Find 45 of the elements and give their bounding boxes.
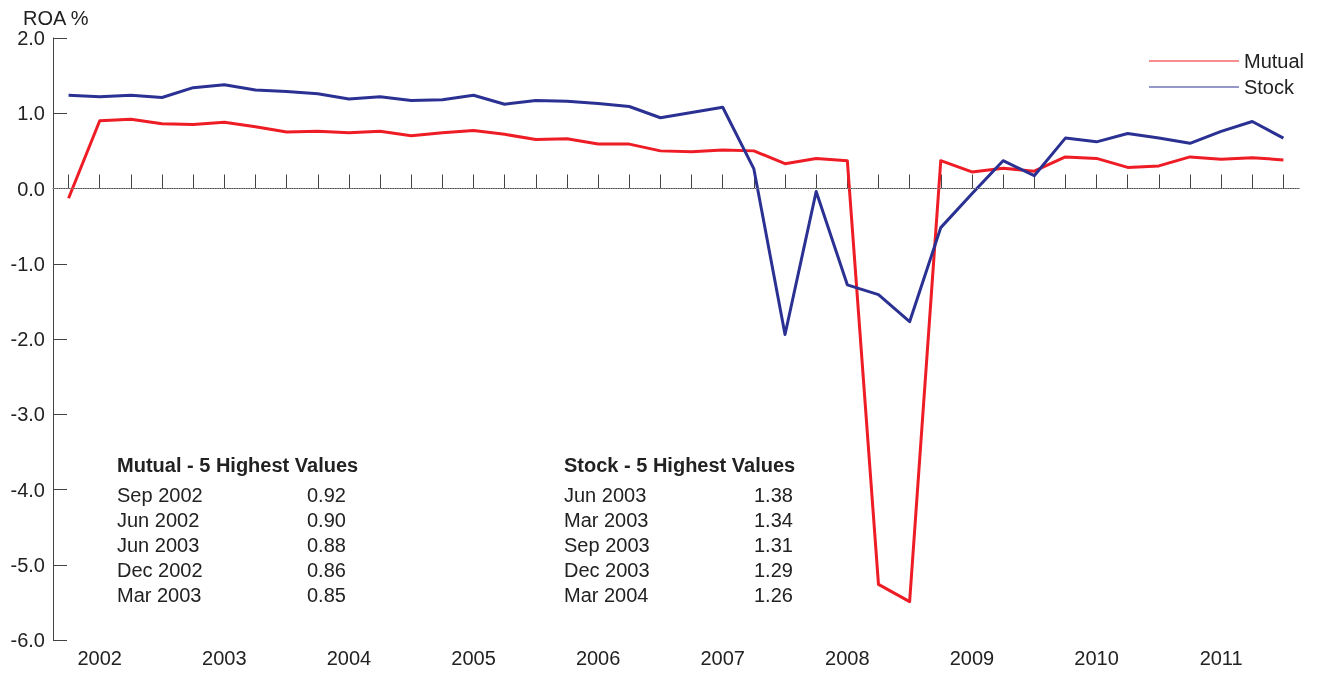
annotation: 1.38 xyxy=(754,484,793,506)
annotation: 1.31 xyxy=(754,534,793,556)
annotation: Mar 2004 xyxy=(564,584,649,606)
y-tick-label: 1.0 xyxy=(17,102,45,125)
y-tick-label: -5.0 xyxy=(10,553,45,576)
x-tick-label: 2007 xyxy=(700,647,745,669)
annotation: 0.85 xyxy=(307,584,346,606)
annotation: 1.29 xyxy=(754,559,793,581)
annotation: Mutual - 5 Highest Values xyxy=(117,454,359,476)
x-tick-label: 2004 xyxy=(326,647,372,669)
annotation: Dec 2002 xyxy=(117,559,203,581)
line-series xyxy=(67,117,1285,604)
legend-label: Mutual xyxy=(1243,50,1304,72)
annotation: 0.90 xyxy=(307,509,346,531)
x-tick-label: 2010 xyxy=(1074,647,1119,669)
annotation: Jun 2003 xyxy=(117,534,200,556)
y-tick-label: -4.0 xyxy=(10,478,45,501)
y-tick-label: -1.0 xyxy=(10,252,45,275)
legend-label: Stock xyxy=(1243,76,1295,98)
x-tick-label: 2006 xyxy=(575,647,621,669)
annotation: Stock - 5 Highest Values xyxy=(564,454,796,476)
x-tick-label: 2008 xyxy=(825,647,870,669)
x-tick-label: 2002 xyxy=(77,647,122,669)
annotation: Dec 2003 xyxy=(564,559,650,581)
y-tick-label: -6.0 xyxy=(10,629,45,651)
annotation: Jun 2003 xyxy=(564,484,647,506)
annotation: 0.92 xyxy=(307,484,346,506)
annotation: 1.34 xyxy=(754,509,793,531)
annotation: Sep 2003 xyxy=(564,534,650,556)
y-tick-label: -3.0 xyxy=(10,403,45,426)
x-tick-label: 2011 xyxy=(1199,647,1243,669)
y-tick-label: -2.0 xyxy=(10,328,45,350)
x-tick-label: 2009 xyxy=(949,647,995,669)
x-tick-label: 2003 xyxy=(202,647,247,669)
annotation: Sep 2002 xyxy=(117,484,203,506)
annotation: Mar 2003 xyxy=(564,509,649,531)
y-axis-title: ROA % xyxy=(23,7,89,29)
annotation: 1.26 xyxy=(754,584,793,606)
annotation: 0.86 xyxy=(307,559,346,581)
annotation: 0.88 xyxy=(307,534,346,556)
annotation: Mar 2003 xyxy=(117,584,202,606)
y-tick-label: 2.0 xyxy=(17,27,45,49)
annotation: Jun 2002 xyxy=(117,509,200,531)
x-tick-label: 2005 xyxy=(451,647,496,669)
y-tick-label: 0.0 xyxy=(17,177,45,200)
